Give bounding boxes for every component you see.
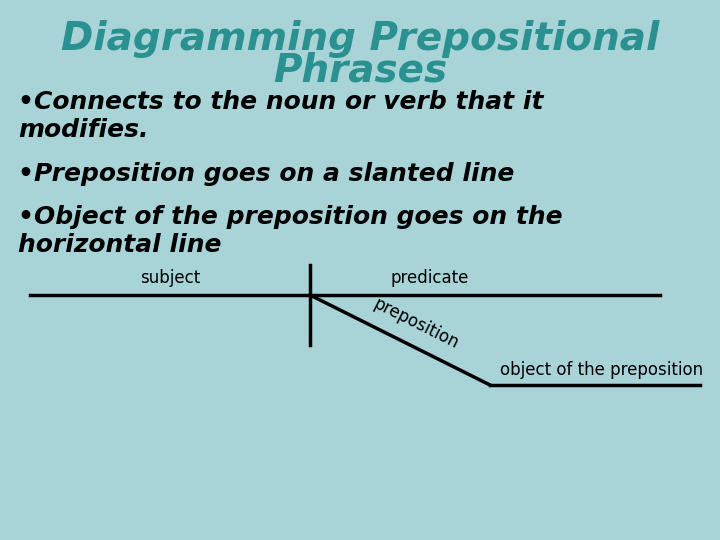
Text: •Connects to the noun or verb that it: •Connects to the noun or verb that it	[18, 90, 544, 114]
Text: •Preposition goes on a slanted line: •Preposition goes on a slanted line	[18, 162, 514, 186]
Text: modifies.: modifies.	[18, 118, 148, 142]
Text: Diagramming Prepositional: Diagramming Prepositional	[60, 20, 660, 58]
Text: horizontal line: horizontal line	[18, 233, 222, 257]
Text: subject: subject	[140, 269, 200, 287]
Text: Phrases: Phrases	[273, 52, 447, 90]
Text: object of the preposition: object of the preposition	[500, 361, 703, 379]
Text: •Object of the preposition goes on the: •Object of the preposition goes on the	[18, 205, 562, 229]
Text: predicate: predicate	[391, 269, 469, 287]
Text: preposition: preposition	[370, 295, 462, 353]
